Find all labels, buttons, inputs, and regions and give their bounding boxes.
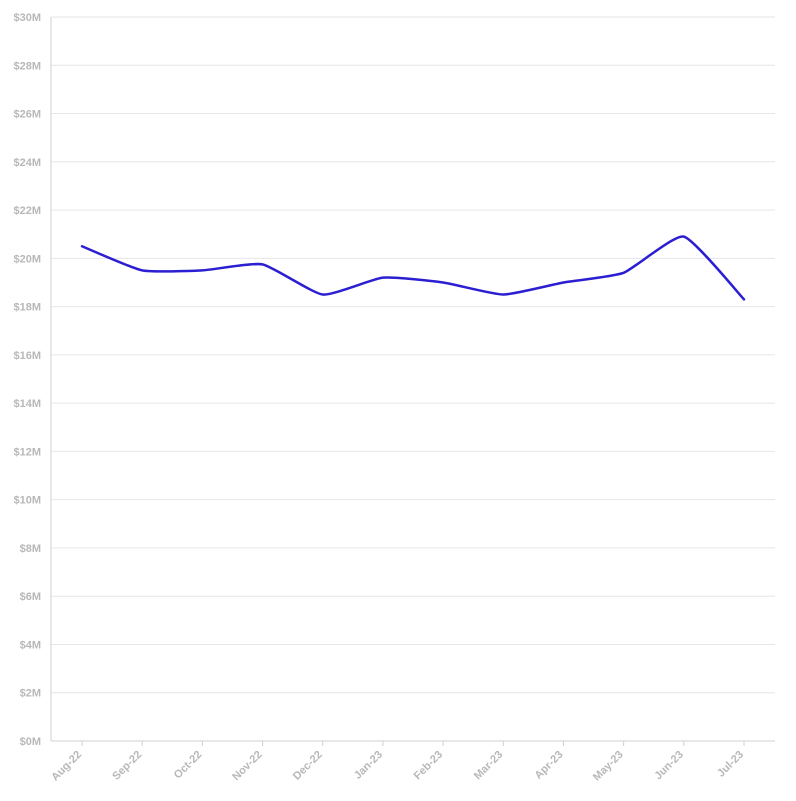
x-tick-label: Apr-23: [532, 749, 565, 782]
series-layer: [80, 235, 746, 301]
x-tick-label: Jan-23: [352, 749, 385, 782]
y-axis-tick-labels: $0M $2M $4M $6M $8M $10M $12M $14M $16M $18M $20M $…: [13, 12, 41, 748]
y-tick-label: $28M: [13, 60, 41, 72]
y-tick-label: $12M: [13, 446, 41, 458]
y-tick-label: $18M: [13, 302, 41, 314]
x-axis-tick-labels: Aug-22 Sep-22 Oct-22 Nov-22 Dec-22 Jan-23 Feb-…: [49, 749, 746, 784]
y-tick-label: $14M: [13, 398, 41, 410]
x-tick-label: Aug-22: [49, 749, 84, 784]
x-tick-label: Jul-23: [715, 749, 746, 780]
x-tick-label: Dec-22: [291, 749, 325, 783]
y-tick-label: $24M: [13, 157, 41, 169]
y-tick-label: $10M: [13, 495, 41, 507]
y-tick-label: $6M: [20, 591, 41, 603]
series-line: [80, 235, 746, 301]
y-tick-label: $22M: [13, 205, 41, 217]
y-tick-label: $30M: [13, 12, 41, 24]
y-tick-label: $20M: [13, 253, 41, 265]
y-tick-label: $0M: [20, 736, 41, 748]
x-tick-label: Jun-23: [652, 749, 686, 783]
y-tick-label: $16M: [13, 350, 41, 362]
x-tick-label: Oct-22: [172, 749, 205, 782]
y-tick-label: $2M: [20, 688, 41, 700]
x-tick-label: Sep-22: [110, 749, 144, 783]
x-tick-label: May-23: [591, 749, 626, 784]
y-tick-label: $4M: [20, 639, 41, 651]
grid-lines: [51, 16, 775, 742]
y-tick-label: $8M: [20, 543, 41, 555]
x-axis-ticks: [81, 741, 745, 746]
y-tick-label: $26M: [13, 109, 41, 121]
x-tick-label: Feb-23: [412, 749, 446, 783]
x-tick-label: Mar-23: [472, 749, 506, 783]
x-tick-label: Nov-22: [230, 749, 264, 783]
